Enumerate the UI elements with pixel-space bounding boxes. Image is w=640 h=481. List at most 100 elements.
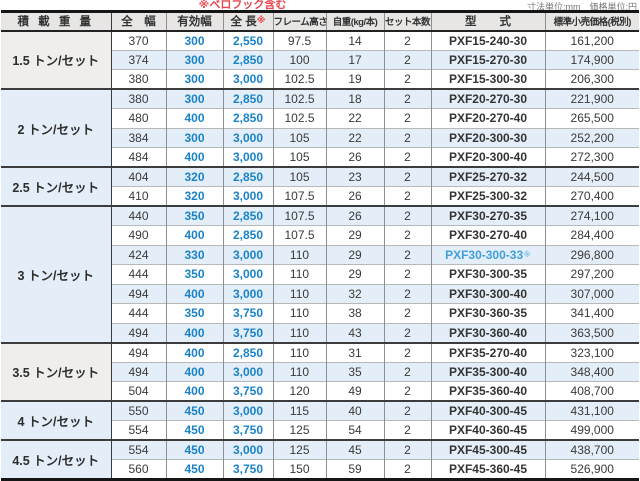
cell-total-width: 494 [110,283,166,304]
table-row: 384 300 3,000 105 22 2 PXF20-300-30 252,200 [1,127,639,148]
cell-price: 272,300 [544,147,639,167]
cell-price: 526,900 [544,459,639,479]
cell-price: 265,500 [544,108,639,128]
cell-effective-width: 450 [165,459,223,479]
cell-weight-kg: 35 [325,361,384,382]
cell-model: PXF15-240-30 [430,29,545,50]
cell-total-length: 2,850 [222,88,273,109]
cell-total-width: 380 [110,88,166,109]
cell-set-count: 2 [383,420,431,440]
cell-total-length: 3,000 [222,361,273,382]
table-row: 424 330 3,000 110 29 2 PXF30-300-33※ 296,800 [1,244,639,265]
col-header-weight: 自重(kg/本) [325,11,384,32]
cell-total-length: 3,000 [222,400,273,421]
cell-effective-width: 450 [165,420,223,440]
cell-frame-height: 102.5 [272,69,326,89]
cell-weight-kg: 26 [325,147,384,167]
cell-model: PXF30-300-40 [430,283,545,304]
cell-total-length: 3,750 [222,303,273,323]
cell-frame-height: 115 [272,400,326,421]
load-capacity-label: 3.5 トン/セット [1,341,111,401]
spec-price-table: 積 載 重 量 全 幅 有効幅 全 長※ フレーム高さ 自重(kg/本) セット… [1,10,639,481]
cell-total-length: 3,750 [222,322,273,343]
table-row: 444 350 3,750 110 38 2 PXF30-360-35 341,400 [1,303,639,323]
cell-price: 438,700 [544,439,639,460]
cell-price: 252,200 [544,127,639,148]
cell-effective-width: 350 [165,303,223,323]
cell-set-count: 2 [383,225,431,245]
cell-model: PXF20-270-30 [430,88,545,109]
cell-weight-kg: 38 [325,303,384,323]
cell-model: PXF45-300-45 [430,439,545,460]
cell-total-length: 3,000 [222,264,273,284]
cell-model: PXF30-300-33※ [430,244,545,265]
cell-effective-width: 300 [165,69,223,89]
model-note-mark-icon: ※ [523,249,531,259]
cell-total-width: 484 [110,147,166,167]
col-header-set-count: セット本数 [383,11,431,32]
cell-set-count: 2 [383,69,431,89]
col-header-load-capacity: 積 載 重 量 [1,11,111,32]
cell-price: 348,400 [544,361,639,382]
cell-set-count: 2 [383,381,431,401]
table-row: 560 450 3,750 150 59 2 PXF45-360-45 526,900 [1,459,639,479]
cell-price: 161,200 [544,29,639,50]
cell-model: PXF40-360-45 [430,420,545,440]
table-row: 494 400 3,000 110 35 2 PXF35-300-40 348,400 [1,361,639,382]
cell-set-count: 2 [383,147,431,167]
cell-effective-width: 330 [165,244,223,265]
cell-effective-width: 400 [165,381,223,401]
cell-effective-width: 400 [165,225,223,245]
cell-set-count: 2 [383,127,431,148]
cell-frame-height: 105 [272,127,326,148]
cell-set-count: 2 [383,283,431,304]
cell-total-length: 3,000 [222,244,273,265]
cell-weight-kg: 32 [325,283,384,304]
cell-weight-kg: 22 [325,108,384,128]
cell-price: 296,800 [544,244,639,265]
cell-effective-width: 450 [165,400,223,421]
cell-total-width: 404 [110,166,166,187]
cell-total-length: 2,850 [222,108,273,128]
cell-frame-height: 110 [272,283,326,304]
col-header-total-width: 全 幅 [110,11,166,32]
cell-total-length: 2,550 [222,29,273,50]
cell-price: 274,100 [544,205,639,226]
cell-model: PXF30-270-35 [430,205,545,226]
cell-frame-height: 110 [272,361,326,382]
cell-total-width: 444 [110,264,166,284]
cell-price: 221,900 [544,88,639,109]
cell-weight-kg: 14 [325,29,384,50]
table-row: 490 400 2,850 107.5 29 2 PXF30-270-40 284,400 [1,225,639,245]
cell-total-width: 480 [110,108,166,128]
col-header-total-length: 全 長※ [222,11,273,32]
cell-frame-height: 107.5 [272,186,326,206]
cell-total-length: 3,000 [222,127,273,148]
cell-total-width: 504 [110,381,166,401]
cell-weight-kg: 26 [325,186,384,206]
cell-weight-kg: 17 [325,49,384,70]
cell-frame-height: 110 [272,264,326,284]
load-capacity-label: 4 トン/セット [1,400,111,440]
cell-effective-width: 300 [165,29,223,50]
cell-weight-kg: 40 [325,400,384,421]
cell-set-count: 2 [383,244,431,265]
cell-total-length: 2,850 [222,225,273,245]
cell-model: PXF45-360-45 [430,459,545,479]
cell-total-width: 424 [110,244,166,265]
cell-total-width: 494 [110,361,166,382]
cell-effective-width: 450 [165,439,223,460]
cell-frame-height: 97.5 [272,29,326,50]
col-header-price: 標準小売価格(税別) [544,11,639,32]
cell-weight-kg: 23 [325,166,384,187]
table-row: 554 450 3,750 125 54 2 PXF40-360-45 499,000 [1,420,639,440]
cell-total-length: 3,000 [222,439,273,460]
cell-set-count: 2 [383,166,431,187]
col-header-model: 型 式 [430,11,545,32]
cell-model: PXF20-300-30 [430,127,545,148]
cell-total-width: 560 [110,459,166,479]
cell-total-length: 2,850 [222,166,273,187]
cell-model: PXF35-270-40 [430,341,545,362]
load-capacity-label: 2.5 トン/セット [1,166,111,206]
cell-set-count: 2 [383,322,431,343]
